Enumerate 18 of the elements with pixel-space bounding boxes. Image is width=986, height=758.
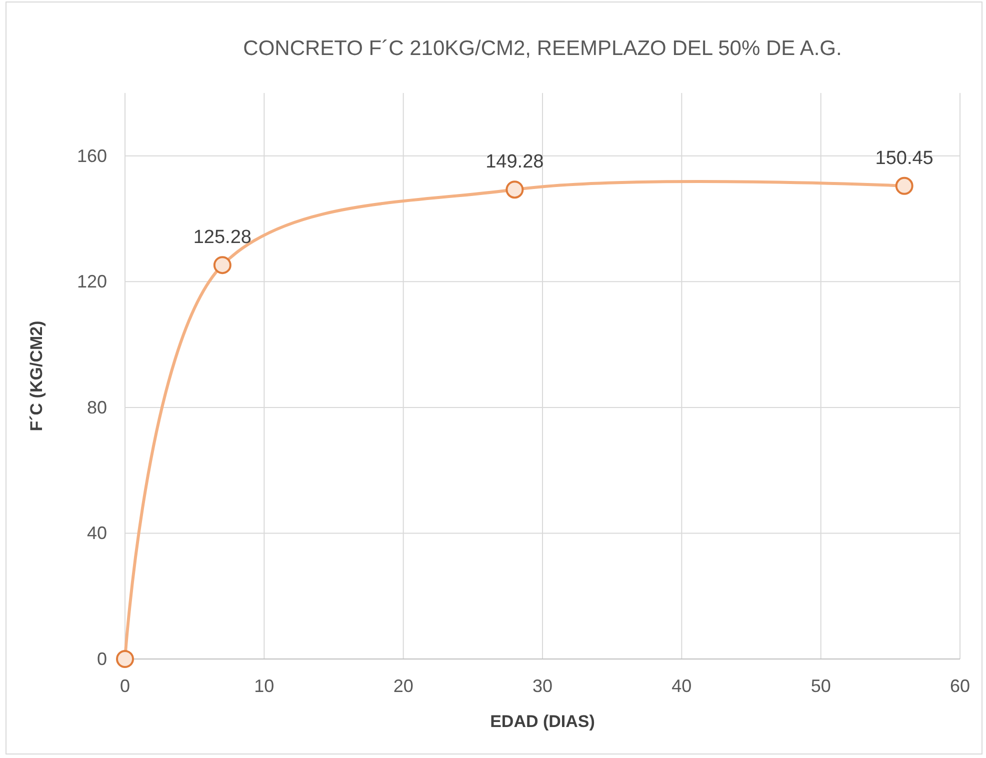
x-tick-label: 40 [672, 676, 692, 696]
x-tick-label: 10 [254, 676, 274, 696]
x-axis-title: EDAD (DIAS) [490, 712, 595, 731]
y-tick-label: 160 [76, 146, 107, 166]
y-axis-title: F´C (KG/CM2) [27, 320, 46, 432]
data-label: 150.45 [875, 148, 934, 169]
y-tick-label: 40 [86, 523, 107, 544]
data-label: 149.28 [486, 152, 544, 173]
chart-title: CONCRETO F´C 210KG/CM2, REEMPLAZO DEL 50% DE A.G. [243, 37, 842, 60]
x-tick-label: 0 [120, 676, 130, 696]
x-tick-label: 60 [950, 676, 970, 696]
x-tick-label: 20 [393, 676, 414, 696]
y-tick-label: 120 [76, 272, 107, 292]
y-tick-label: 0 [96, 649, 107, 669]
x-tick-label: 50 [810, 676, 831, 696]
y-tick-label: 80 [86, 397, 107, 418]
data-label: 125.28 [193, 227, 252, 248]
x-tick-label: 30 [532, 676, 553, 696]
